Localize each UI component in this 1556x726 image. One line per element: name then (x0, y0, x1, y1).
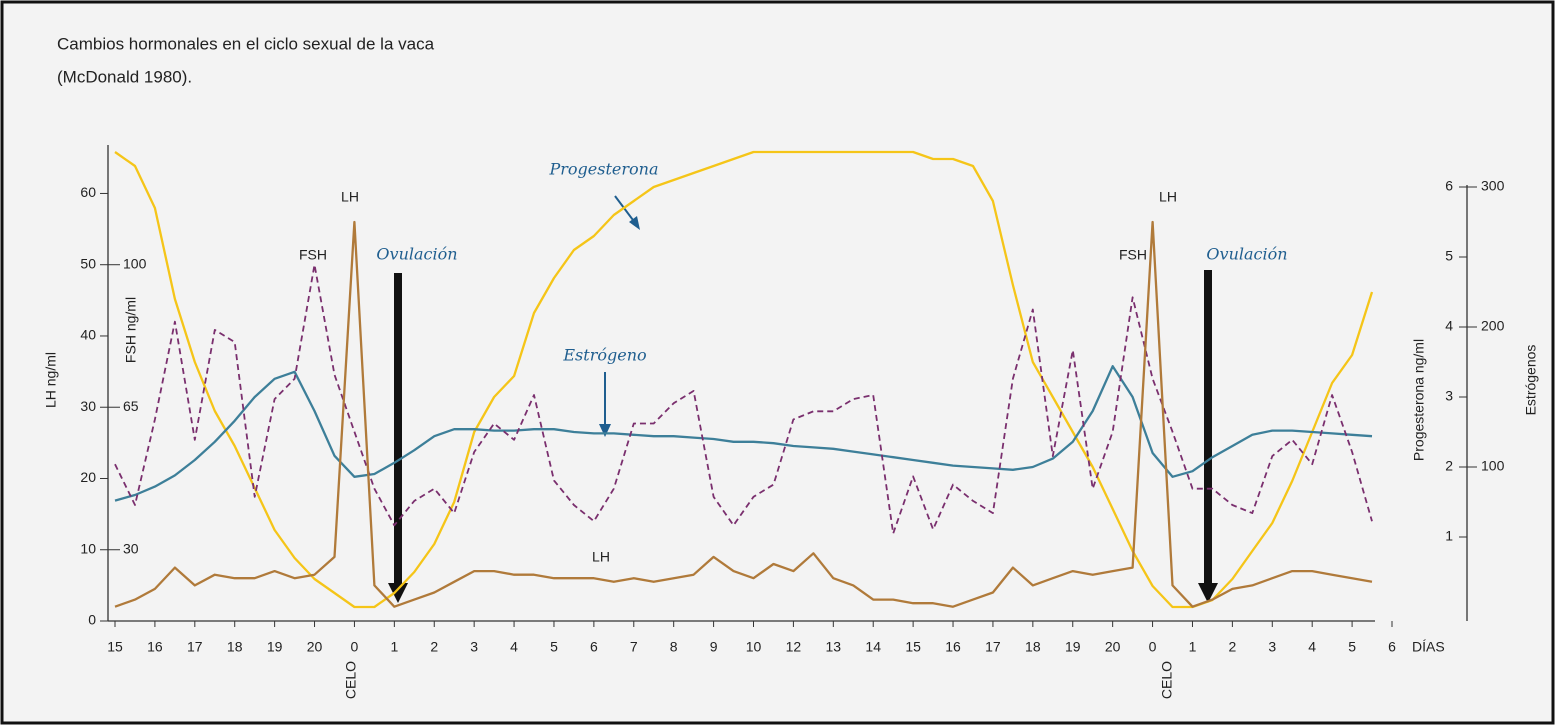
x-tick-label: 4 (510, 639, 518, 655)
x-tick-label: 17 (187, 639, 203, 655)
ovulation-arrow (1204, 270, 1212, 585)
x-tick-label: 3 (1268, 639, 1276, 655)
chart-subtitle: (McDonald 1980). (57, 67, 192, 86)
ovulation-arrow (394, 273, 402, 585)
annotation: FSH (1119, 247, 1147, 263)
x-tick-label: 1 (1189, 639, 1197, 655)
y2-tick-label: 5 (1445, 248, 1453, 264)
estr-tick-label: 300 (1481, 178, 1505, 194)
y2-axis-label: Progesterona ng/ml (1411, 339, 1427, 461)
annotation: Estrógeno (562, 346, 646, 365)
annotation: FSH (299, 247, 327, 263)
estr-tick-label: 200 (1481, 318, 1505, 334)
y-tick-label: 50 (80, 255, 96, 271)
y2-tick-label: 1 (1445, 528, 1453, 544)
y-tick-label: 40 (80, 327, 96, 343)
x-tick-label: 8 (670, 639, 678, 655)
annotation: CELO (1159, 661, 1175, 699)
series-line (114, 220, 1373, 608)
x-tick-label: 5 (1348, 639, 1356, 655)
arrow-head (599, 424, 611, 437)
annotation: LH (592, 549, 610, 565)
arrow-head (388, 583, 408, 603)
annotation: LH (341, 189, 359, 205)
fsh-tick-label: 65 (123, 398, 139, 414)
y-tick-label: 0 (88, 612, 96, 628)
x-tick-label: 13 (826, 639, 842, 655)
series-line (114, 365, 1373, 502)
x-tick-label: 15 (905, 639, 921, 655)
x-tick-label: 10 (746, 639, 762, 655)
x-axis-label: DÍAS (1412, 639, 1445, 655)
x-tick-label: 20 (307, 639, 323, 655)
x-tick-label: 0 (351, 639, 359, 655)
fsh-axis-label: FSH ng/ml (123, 297, 139, 363)
x-tick-label: 9 (710, 639, 718, 655)
x-tick-label: 17 (985, 639, 1001, 655)
x-tick-label: 19 (267, 639, 283, 655)
arrow-head (629, 216, 640, 230)
x-tick-label: 18 (1025, 639, 1041, 655)
x-tick-label: 16 (147, 639, 163, 655)
annotation: LH (1159, 189, 1177, 205)
series-line (114, 150, 1374, 609)
estr-tick-label: 100 (1481, 458, 1505, 474)
arrow-head (1198, 583, 1218, 603)
annotation: CELO (343, 661, 359, 699)
x-tick-label: 2 (430, 639, 438, 655)
x-tick-label: 7 (630, 639, 638, 655)
fsh-tick-label: 100 (123, 255, 147, 271)
y-tick-label: 30 (80, 398, 96, 414)
x-tick-label: 0 (1149, 639, 1157, 655)
y2-tick-label: 6 (1445, 178, 1453, 194)
y2-tick-label: 4 (1445, 318, 1453, 334)
x-tick-label: 14 (865, 639, 881, 655)
x-tick-label: 4 (1308, 639, 1316, 655)
x-tick-label: 1 (390, 639, 398, 655)
chart-title: Cambios hormonales en el ciclo sexual de… (57, 34, 435, 53)
y-tick-label: 10 (80, 540, 96, 556)
y-tick-label: 20 (80, 469, 96, 485)
x-tick-label: 16 (945, 639, 961, 655)
x-tick-label: 12 (786, 639, 802, 655)
x-tick-label: 20 (1105, 639, 1121, 655)
x-tick-label: 6 (590, 639, 598, 655)
estr-axis-label: Estrógenos (1523, 345, 1539, 416)
annotation: Ovulación (1206, 245, 1287, 264)
fsh-tick-label: 30 (123, 540, 139, 556)
x-tick-label: 2 (1228, 639, 1236, 655)
y2-tick-label: 3 (1445, 388, 1453, 404)
y2-tick-label: 2 (1445, 458, 1453, 474)
annotation: Progesterona (549, 160, 659, 179)
x-tick-label: 5 (550, 639, 558, 655)
x-tick-label: 19 (1065, 639, 1081, 655)
x-tick-label: 15 (107, 639, 123, 655)
series-line (114, 263, 1373, 535)
x-tick-label: 6 (1388, 639, 1396, 655)
pointer-arrow (614, 195, 637, 225)
x-tick-label: 3 (470, 639, 478, 655)
y-tick-label: 60 (80, 184, 96, 200)
x-tick-label: 18 (227, 639, 243, 655)
y-axis-label: LH ng/ml (43, 352, 59, 408)
annotation: Ovulación (376, 245, 457, 264)
